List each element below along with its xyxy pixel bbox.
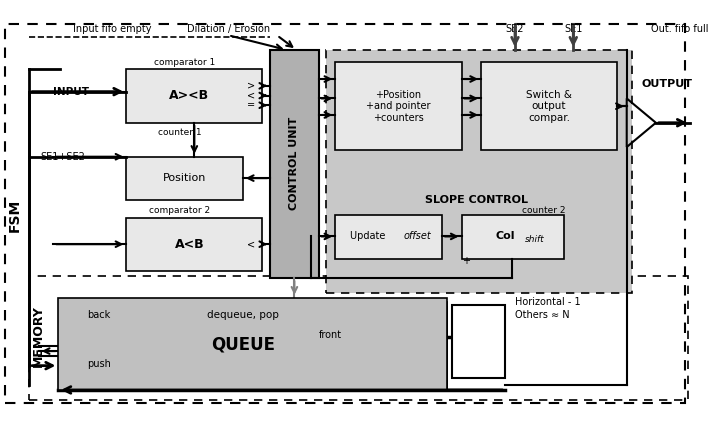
- Text: offset: offset: [403, 231, 431, 242]
- Text: Input fifo empty: Input fifo empty: [73, 24, 151, 35]
- Bar: [126, 69, 262, 123]
- Bar: [63, 303, 447, 390]
- Text: >: >: [246, 81, 255, 91]
- Text: SE1: SE1: [564, 24, 583, 35]
- Bar: [452, 305, 505, 378]
- Text: FSM: FSM: [8, 198, 21, 232]
- Text: comparator 1: comparator 1: [154, 58, 216, 67]
- Text: Update: Update: [350, 231, 389, 242]
- Text: counter 2: counter 2: [523, 206, 566, 215]
- Bar: [126, 218, 262, 271]
- Text: comparator 2: comparator 2: [149, 206, 211, 215]
- Text: counter 1: counter 1: [158, 128, 202, 137]
- Bar: [58, 297, 447, 390]
- Text: <: <: [246, 239, 255, 249]
- Bar: [481, 62, 617, 150]
- Text: +: +: [463, 256, 470, 266]
- Bar: [126, 157, 243, 200]
- Text: OUTPUT: OUTPUT: [642, 79, 692, 89]
- Text: A><B: A><B: [170, 89, 210, 102]
- Bar: [270, 50, 319, 278]
- Text: dequeue, pop: dequeue, pop: [207, 310, 279, 320]
- Text: Out. fifo full: Out. fifo full: [651, 24, 709, 35]
- Bar: [462, 215, 563, 259]
- Bar: [29, 276, 688, 400]
- Text: push: push: [87, 359, 111, 369]
- Bar: [68, 307, 447, 390]
- Text: front: front: [319, 330, 342, 339]
- Text: <: <: [246, 90, 255, 100]
- Text: Horizontal - 1: Horizontal - 1: [515, 297, 581, 307]
- Text: Switch &
output
compar.: Switch & output compar.: [526, 90, 572, 123]
- Text: +Position
+and pointer
+counters: +Position +and pointer +counters: [366, 90, 430, 123]
- Text: SE2: SE2: [505, 24, 524, 35]
- Text: MEMORY: MEMORY: [32, 306, 45, 368]
- Bar: [335, 62, 462, 150]
- Text: Others ≈ N: Others ≈ N: [515, 310, 570, 320]
- Text: Col: Col: [495, 231, 515, 242]
- Text: INPUT: INPUT: [54, 87, 90, 97]
- Text: shift: shift: [525, 235, 544, 244]
- Text: SLOPE CONTROL: SLOPE CONTROL: [425, 195, 528, 206]
- Text: back: back: [87, 310, 111, 320]
- Text: A<B: A<B: [175, 238, 204, 251]
- Text: Position: Position: [163, 173, 206, 183]
- Bar: [326, 50, 632, 293]
- Text: QUEUE: QUEUE: [211, 335, 275, 353]
- Text: =: =: [246, 100, 255, 110]
- Text: Dilation / Erosion: Dilation / Erosion: [187, 24, 270, 35]
- Bar: [335, 215, 442, 259]
- Text: SE1+SE2: SE1+SE2: [41, 152, 86, 162]
- Text: CONTROL UNIT: CONTROL UNIT: [289, 117, 299, 210]
